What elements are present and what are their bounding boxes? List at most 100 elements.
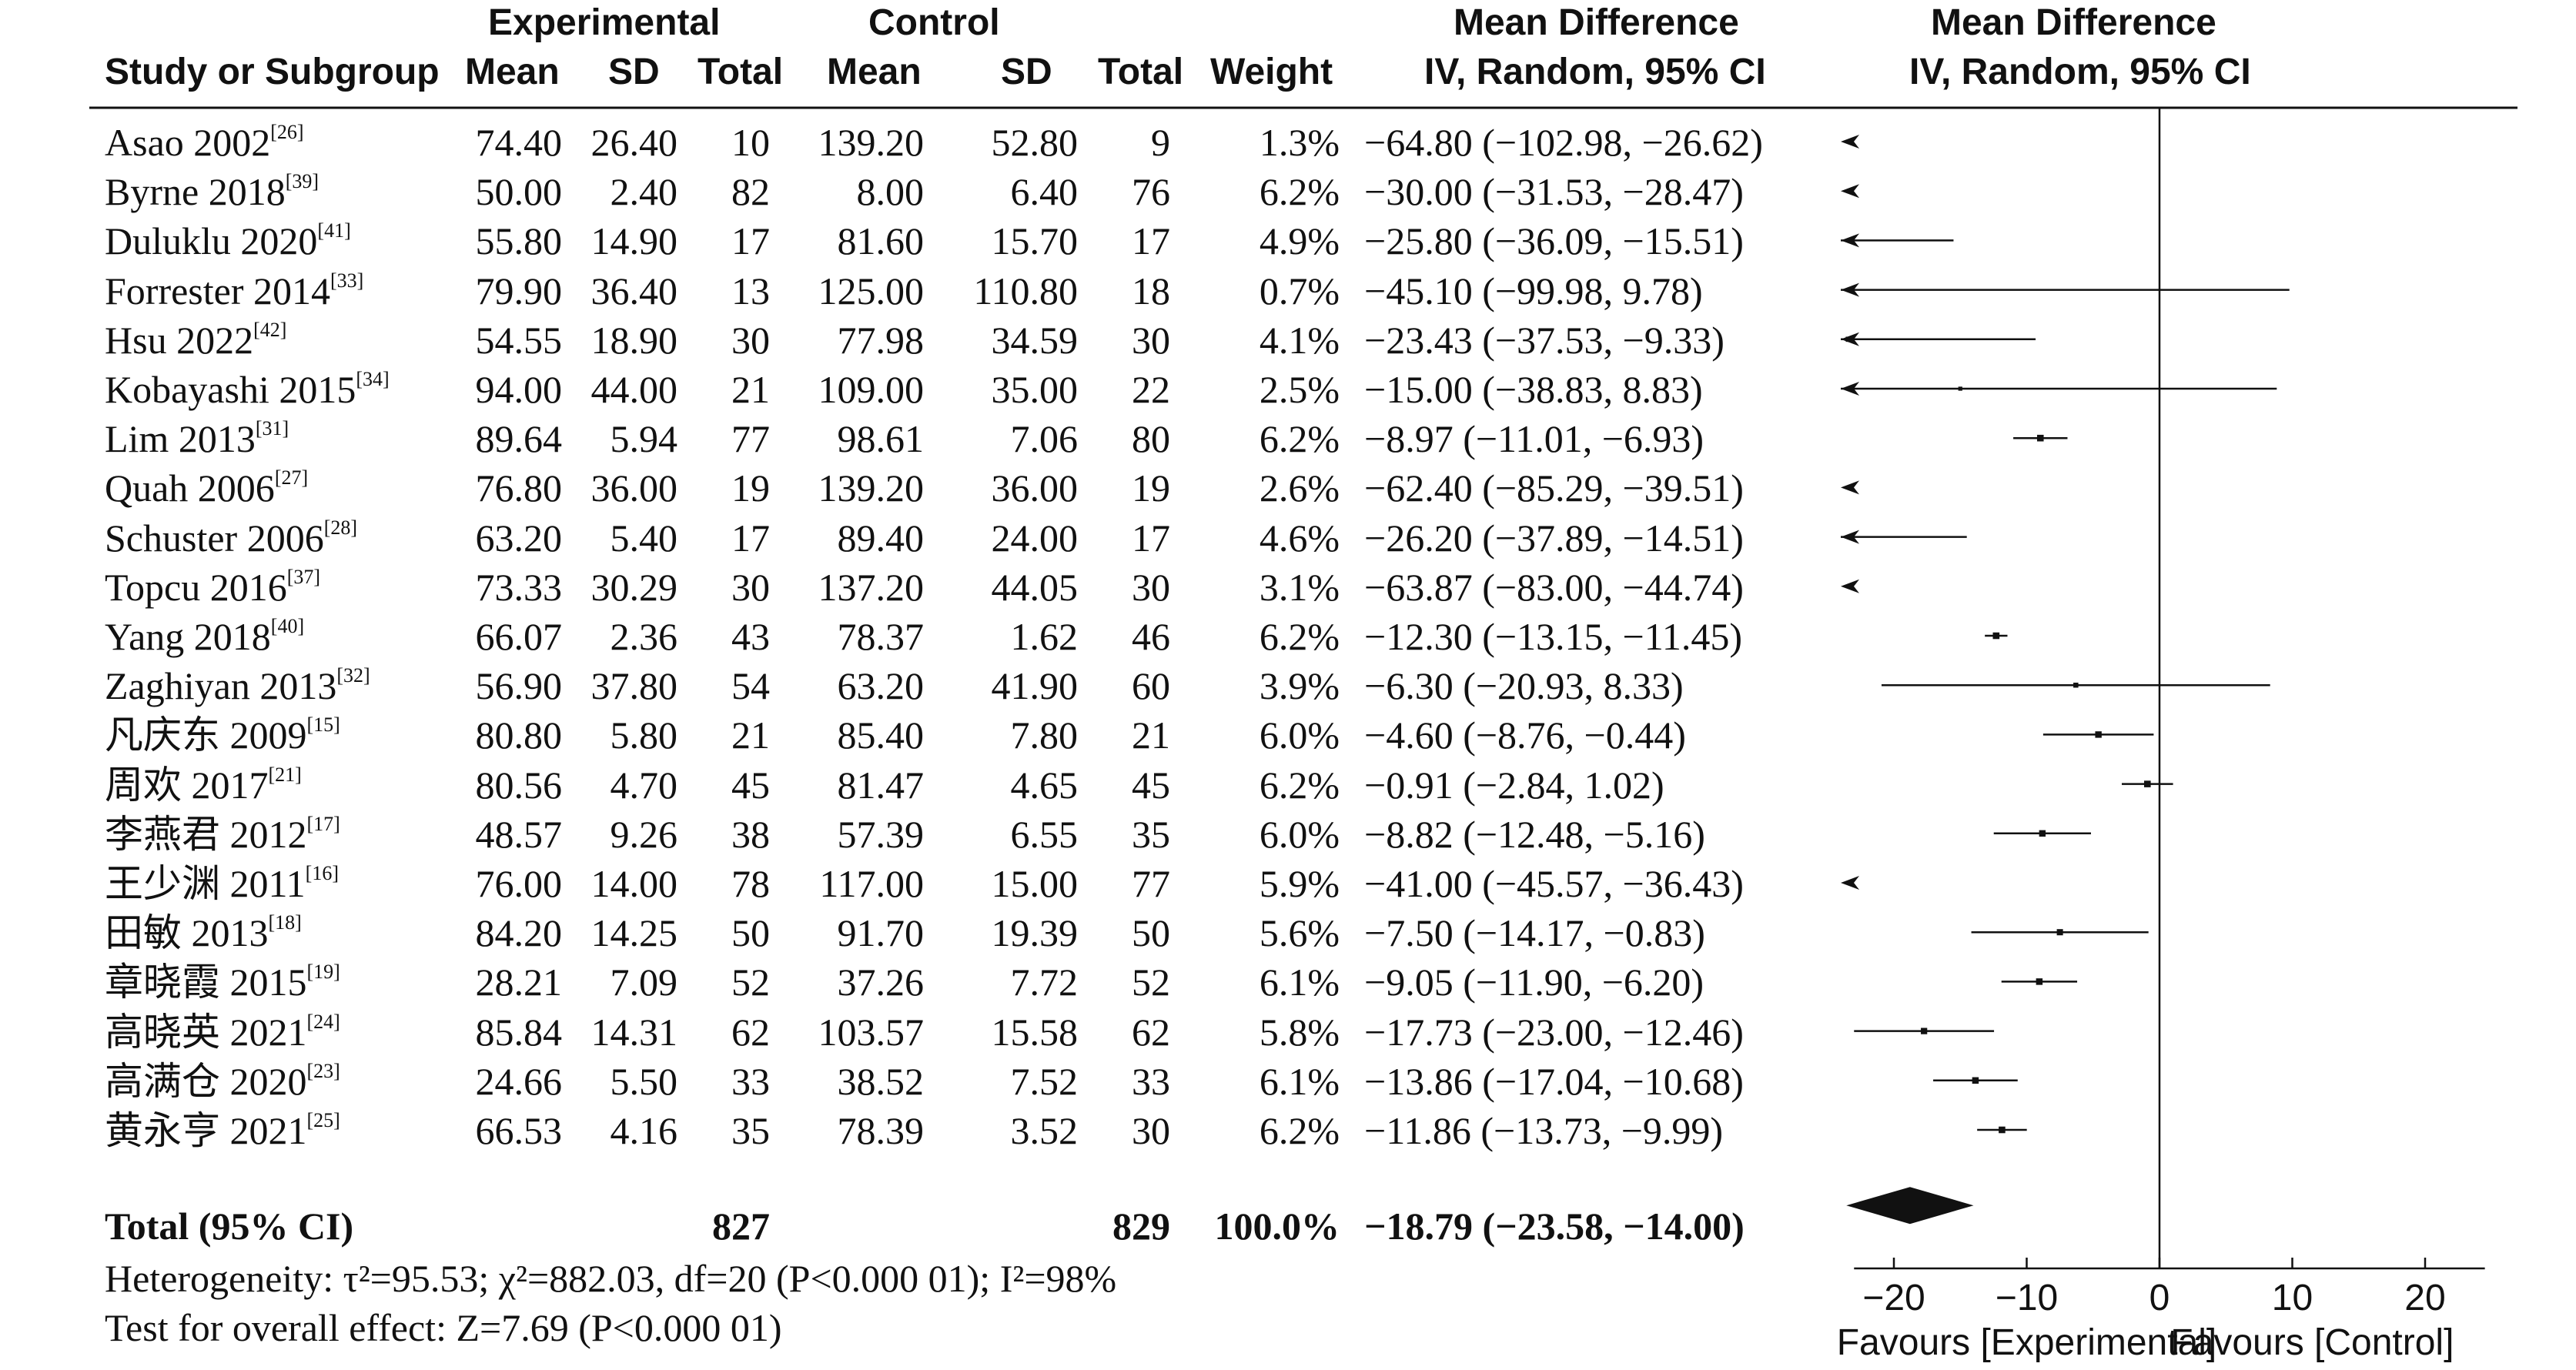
ctrl-sd-cell: 1.62 <box>1010 615 1079 658</box>
exp-sd-cell: 4.70 <box>610 763 678 807</box>
exp-sd-cell: 14.31 <box>590 1010 678 1054</box>
weight-cell: 4.6% <box>1259 516 1340 560</box>
exp-mean-cell: 80.56 <box>475 763 563 807</box>
study-label: 周欢 2017 <box>105 763 269 807</box>
ctrl-mean-cell: 78.39 <box>837 1109 925 1152</box>
ctrl-mean-cell: 63.20 <box>837 664 925 708</box>
weight-cell: 0.7% <box>1259 269 1340 312</box>
exp-sd-cell: 9.26 <box>610 812 678 856</box>
study-label: Lim 2013 <box>105 417 256 461</box>
exp-mean-cell: 63.20 <box>475 516 563 560</box>
ci-text-cell: −13.86 (−17.04, −10.68) <box>1364 1059 1744 1103</box>
study-label: Topcu 2016 <box>105 565 287 609</box>
ctrl-total-cell: 76 <box>1132 170 1170 214</box>
study-name: Quah 2006[27] <box>105 466 309 510</box>
ci-text-cell: −6.30 (−20.93, 8.33) <box>1364 664 1684 708</box>
header-md-title: Mean Difference <box>1454 2 1739 43</box>
ctrl-total-cell: 30 <box>1132 1109 1170 1152</box>
ctrl-total-cell: 17 <box>1132 219 1170 263</box>
ci-text-cell: −45.10 (−99.98, 9.78) <box>1364 269 1703 312</box>
study-name: Duluklu 2020[41] <box>105 221 351 261</box>
study-label: Asao 2002 <box>105 121 271 164</box>
exp-sd-cell: 2.36 <box>610 615 678 658</box>
ci-text-cell: −17.73 (−23.00, −12.46) <box>1364 1010 1744 1054</box>
ctrl-mean-cell: 38.52 <box>837 1059 925 1103</box>
ctrl-total-cell: 77 <box>1132 862 1170 905</box>
ctrl-mean-cell: 117.00 <box>819 862 924 905</box>
study-ref: [23] <box>306 1059 340 1082</box>
study-ref: [21] <box>268 763 302 786</box>
study-label: Schuster 2006 <box>105 516 324 560</box>
exp-total-cell: 30 <box>731 565 770 609</box>
exp-total-cell: 62 <box>731 1010 770 1054</box>
study-name: Lim 2013[31] <box>105 417 289 461</box>
heterogeneity-text: Heterogeneity: τ²=95.53; χ²=882.03, df=2… <box>105 1257 1117 1300</box>
header-exp-sd: SD <box>608 52 660 92</box>
study-ref: [26] <box>270 121 304 143</box>
ctrl-mean-cell: 109.00 <box>818 368 925 411</box>
exp-mean-cell: 54.55 <box>475 318 563 362</box>
header-plot-title: Mean Difference <box>1931 2 2216 43</box>
study-ref: [31] <box>255 417 289 440</box>
header-study: Study or Subgroup <box>105 52 440 92</box>
ctrl-mean-cell: 37.26 <box>837 961 925 1004</box>
study-label: 章晓霞 2015 <box>105 961 307 1004</box>
ctrl-mean-cell: 89.40 <box>837 516 925 560</box>
exp-total-cell: 19 <box>731 466 770 510</box>
ctrl-sd-cell: 7.06 <box>1010 417 1079 461</box>
study-name: 章晓霞 2015[19] <box>105 961 340 1004</box>
study-ref: [15] <box>306 713 340 737</box>
exp-mean-cell: 73.33 <box>475 565 563 609</box>
exp-sd-cell: 36.40 <box>590 269 678 312</box>
study-label: Byrne 2018 <box>105 170 286 214</box>
study-label: 黄永亨 2021 <box>105 1109 307 1152</box>
header-ctrl-sd: SD <box>1001 52 1052 92</box>
ctrl-total-cell: 33 <box>1132 1059 1170 1103</box>
study-ref: [17] <box>306 812 340 835</box>
ci-arrow-left <box>1841 480 1859 495</box>
study-ref: [27] <box>274 466 309 490</box>
weight-cell: 5.9% <box>1259 862 1340 905</box>
exp-sd-cell: 37.80 <box>590 664 678 708</box>
ctrl-sd-cell: 36.00 <box>991 466 1079 510</box>
ctrl-sd-cell: 44.05 <box>991 565 1079 609</box>
study-ref: [37] <box>286 565 321 588</box>
ctrl-mean-cell: 81.60 <box>837 219 925 263</box>
weight-cell: 2.5% <box>1259 368 1340 411</box>
ctrl-sd-cell: 52.80 <box>991 121 1079 164</box>
ctrl-mean-cell: 78.37 <box>837 615 925 658</box>
study-point <box>2095 731 2102 738</box>
exp-total-cell: 45 <box>731 763 770 807</box>
ctrl-total-cell: 21 <box>1132 713 1170 757</box>
ctrl-sd-cell: 6.40 <box>1010 170 1079 214</box>
study-ref: [28] <box>323 516 358 539</box>
exp-mean-cell: 66.53 <box>475 1109 563 1152</box>
exp-total-cell: 50 <box>731 911 770 955</box>
exp-sd-cell: 30.29 <box>590 565 678 609</box>
study-label: Quah 2006 <box>105 466 275 510</box>
ctrl-total-cell: 35 <box>1132 812 1170 856</box>
exp-mean-cell: 79.90 <box>475 269 563 312</box>
exp-sd-cell: 36.00 <box>590 466 678 510</box>
weight-cell: 1.3% <box>1259 121 1340 164</box>
exp-sd-cell: 18.90 <box>590 318 678 362</box>
ctrl-total-cell: 9 <box>1151 121 1170 164</box>
ctrl-sd-cell: 41.90 <box>991 664 1079 708</box>
ci-text-cell: −12.30 (−13.15, −11.45) <box>1364 615 1743 658</box>
study-name: 高满仓 2020[23] <box>105 1059 340 1103</box>
exp-sd-cell: 5.80 <box>610 713 678 757</box>
exp-mean-cell: 48.57 <box>475 812 563 856</box>
x-tick-label: 20 <box>2404 1278 2445 1318</box>
study-ref: [16] <box>305 862 339 884</box>
study-label: 高满仓 2020 <box>105 1059 307 1103</box>
ctrl-sd-cell: 6.55 <box>1010 812 1079 856</box>
ctrl-total-cell: 19 <box>1132 466 1170 510</box>
exp-sd-cell: 44.00 <box>590 368 678 411</box>
ci-text-cell: −41.00 (−45.57, −36.43) <box>1364 862 1744 905</box>
study-point <box>1921 1028 1928 1034</box>
exp-sd-cell: 4.16 <box>610 1109 678 1152</box>
weight-cell: 6.0% <box>1259 713 1340 757</box>
study-name: 王少渊 2011[16] <box>105 862 339 904</box>
ctrl-total-cell: 30 <box>1132 318 1170 362</box>
